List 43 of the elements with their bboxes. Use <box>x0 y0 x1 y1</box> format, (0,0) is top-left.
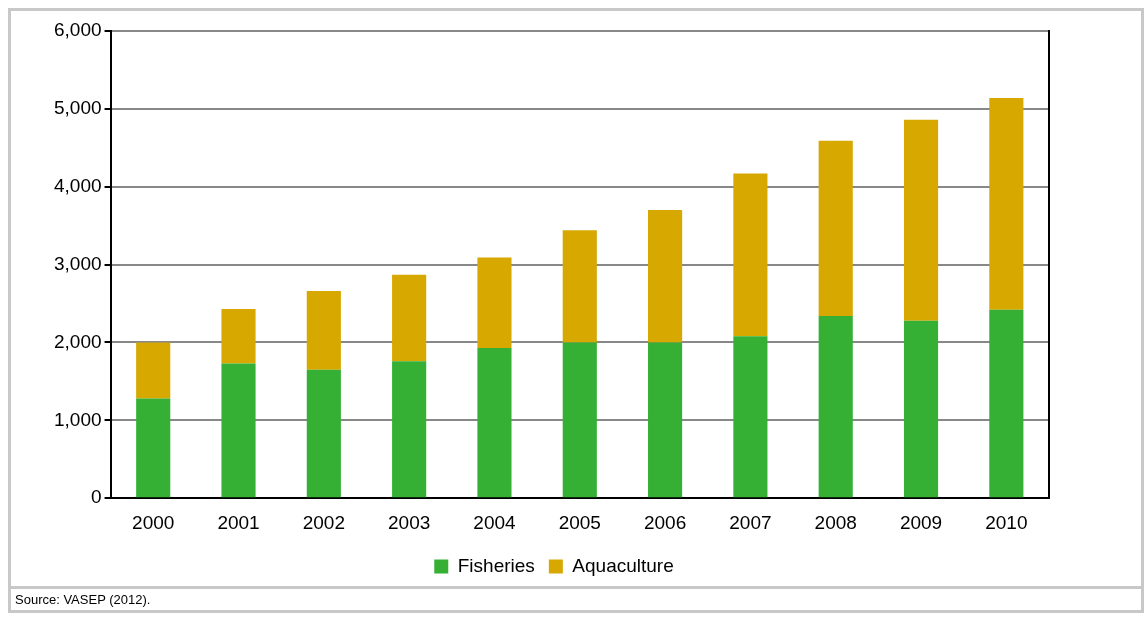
bar <box>306 291 341 370</box>
y-tick-label: 3,000 <box>54 252 102 274</box>
legend-label: Fisheries <box>457 554 535 576</box>
bar <box>136 342 171 399</box>
bar <box>477 347 512 498</box>
x-tick-label: 2008 <box>814 511 857 533</box>
x-tick-label: 2006 <box>643 511 687 533</box>
y-tick-label: 0 <box>90 486 102 508</box>
x-tick-label: 2002 <box>302 511 345 533</box>
bar <box>221 363 256 498</box>
x-tick-label: 2005 <box>558 511 601 533</box>
x-tick-label: 2001 <box>217 511 260 533</box>
bar <box>989 309 1024 498</box>
x-tick-label: 2010 <box>985 511 1028 533</box>
x-tick-label: 2003 <box>388 511 431 533</box>
bar <box>903 119 939 321</box>
bar <box>562 230 597 343</box>
bar <box>903 320 939 498</box>
y-tick-label: 2,000 <box>54 330 102 352</box>
x-tick-label: 2007 <box>729 511 772 533</box>
y-tick-label: 6,000 <box>54 19 102 41</box>
bar <box>648 210 683 343</box>
bar <box>136 398 171 498</box>
bar <box>989 97 1024 310</box>
bar <box>306 369 341 498</box>
x-tick-label: 2000 <box>132 511 175 533</box>
y-tick-label: 1,000 <box>54 408 102 430</box>
y-tick-label: 4,000 <box>54 174 102 196</box>
source-note: Source: VASEP (2012). <box>11 586 1141 610</box>
legend-label: Aquaculture <box>572 554 674 576</box>
x-tick-label: 2009 <box>899 511 943 533</box>
bar <box>733 336 768 498</box>
bar <box>392 274 427 362</box>
bar <box>562 342 597 498</box>
x-tick-label: 2004 <box>473 511 517 533</box>
bar <box>477 257 512 348</box>
bar <box>648 342 683 498</box>
bar <box>818 315 853 498</box>
bar <box>733 173 768 337</box>
y-tick-label: 5,000 <box>54 97 102 119</box>
bar <box>392 361 427 498</box>
bar <box>818 140 853 316</box>
bar <box>221 308 256 364</box>
